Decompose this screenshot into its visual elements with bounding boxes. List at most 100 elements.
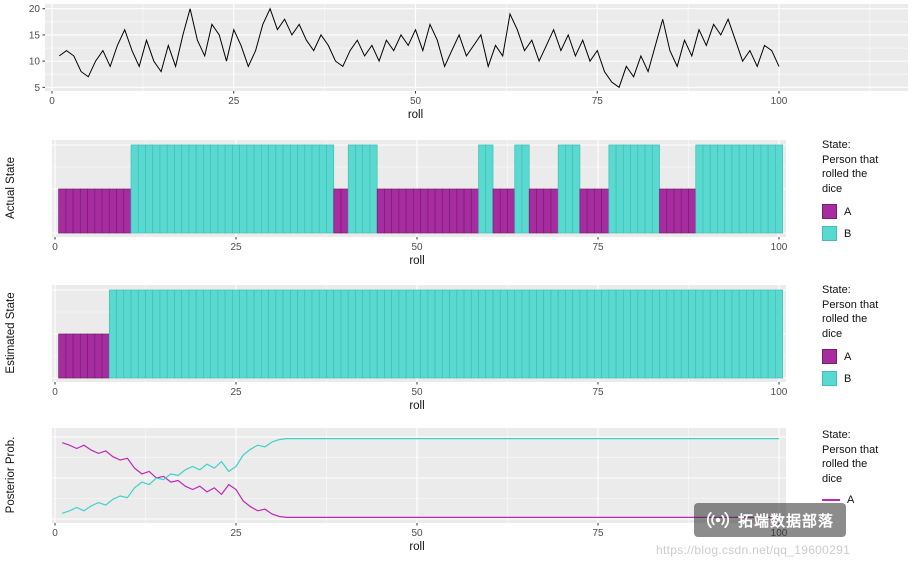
- watermark-badge: 拓端数据部落: [694, 503, 847, 537]
- state-bar: [340, 289, 349, 379]
- state-bar: [528, 289, 537, 379]
- state-bar: [441, 289, 450, 379]
- state-bar: [630, 144, 639, 234]
- svg-text:15: 15: [29, 30, 41, 41]
- state-bar: [333, 188, 342, 234]
- state-bar: [188, 289, 197, 379]
- svg-text:25: 25: [230, 242, 242, 253]
- legend-title-line: dice: [822, 327, 843, 340]
- state-bar: [608, 289, 617, 379]
- svg-text:75: 75: [592, 96, 604, 107]
- svg-text:25: 25: [230, 387, 242, 398]
- state-bar: [637, 144, 646, 234]
- state-bar: [434, 188, 443, 234]
- state-bar: [420, 289, 429, 379]
- state-bar: [724, 144, 733, 234]
- state-bar: [224, 144, 233, 234]
- state-bar: [688, 289, 697, 379]
- state-bar: [239, 144, 248, 234]
- svg-text:roll: roll: [408, 109, 423, 121]
- state-bar: [398, 188, 407, 234]
- legend-item-label: A: [844, 350, 852, 363]
- state-bar: [767, 289, 776, 379]
- legend-title-line: Person that: [822, 298, 879, 311]
- state-bar: [753, 289, 762, 379]
- state-bar: [391, 188, 400, 234]
- state-bar: [210, 289, 219, 379]
- state-bar: [695, 144, 704, 234]
- legend-title-line: State:: [822, 284, 851, 296]
- state-bar: [536, 289, 545, 379]
- state-bar: [579, 289, 588, 379]
- svg-text:20: 20: [29, 4, 41, 15]
- state-bar: [246, 144, 255, 234]
- estimated-state-bar-chart: 0 25 50 75 100 roll: [52, 285, 788, 412]
- state-bar: [58, 188, 67, 234]
- legend-title-line: rolled the: [822, 458, 868, 470]
- plot-panel: [52, 428, 786, 523]
- state-bar: [709, 289, 718, 379]
- state-bar: [159, 289, 168, 379]
- state-bar: [87, 333, 96, 379]
- state-bar: [166, 289, 175, 379]
- svg-text:0: 0: [49, 96, 55, 107]
- state-b-swatch: [822, 226, 837, 241]
- state-bar: [601, 289, 610, 379]
- state-bar: [485, 144, 494, 234]
- legend-title-line: Person that: [822, 443, 879, 456]
- state-bar: [492, 188, 501, 234]
- state-bar: [413, 188, 421, 234]
- state-bar: [637, 289, 646, 379]
- state-bar: [246, 289, 255, 379]
- state-bar: [507, 289, 516, 379]
- svg-text:10: 10: [29, 57, 41, 68]
- state-bar: [557, 289, 566, 379]
- actual-state-bar-chart: 0 25 50 75 100 roll: [52, 140, 788, 267]
- state-bar: [514, 289, 523, 379]
- state-bar: [659, 188, 668, 234]
- state-bar: [174, 289, 183, 379]
- legend-item-a: A: [822, 204, 878, 219]
- svg-text:75: 75: [592, 242, 604, 253]
- state-bar: [391, 289, 400, 379]
- svg-text:50: 50: [411, 528, 423, 539]
- state-bar: [282, 289, 291, 379]
- state-bar: [644, 289, 653, 379]
- svg-text:roll: roll: [409, 400, 424, 412]
- state-bar: [478, 289, 487, 379]
- state-bar: [384, 289, 393, 379]
- state-bar: [470, 188, 479, 234]
- state-bar: [355, 144, 364, 234]
- state-bar: [304, 289, 313, 379]
- dice-sum-line-chart: 5 10 15 20 0 25 50 75 100 roll: [29, 4, 908, 121]
- svg-text:75: 75: [592, 387, 604, 398]
- state-bar: [702, 289, 711, 379]
- svg-text:roll: roll: [409, 541, 424, 553]
- state-bar: [717, 289, 726, 379]
- state-bar: [289, 289, 298, 379]
- legend-item-label: A: [844, 205, 852, 218]
- legend-item-a: A: [822, 349, 878, 364]
- svg-text:100: 100: [771, 242, 788, 253]
- posterior-prob-axis-label: Posterior Prob.: [5, 436, 17, 514]
- state-bar: [174, 144, 183, 234]
- state-bar: [724, 289, 733, 379]
- legend-item-label: A: [847, 494, 855, 506]
- legend-item-label: B: [844, 227, 852, 240]
- state-bar: [695, 289, 704, 379]
- state-bar: [579, 188, 588, 234]
- state-bar: [275, 144, 284, 234]
- state-bar: [449, 188, 458, 234]
- state-bar: [630, 289, 639, 379]
- state-bar: [688, 188, 697, 234]
- state-bar: [557, 144, 566, 234]
- state-bar: [760, 144, 769, 234]
- state-bar: [485, 289, 494, 379]
- state-bar: [550, 289, 559, 379]
- state-bar: [413, 289, 421, 379]
- svg-text:0: 0: [52, 528, 58, 539]
- state-bar: [65, 188, 74, 234]
- state-bar: [608, 144, 617, 234]
- legend-item-b: B: [822, 371, 878, 386]
